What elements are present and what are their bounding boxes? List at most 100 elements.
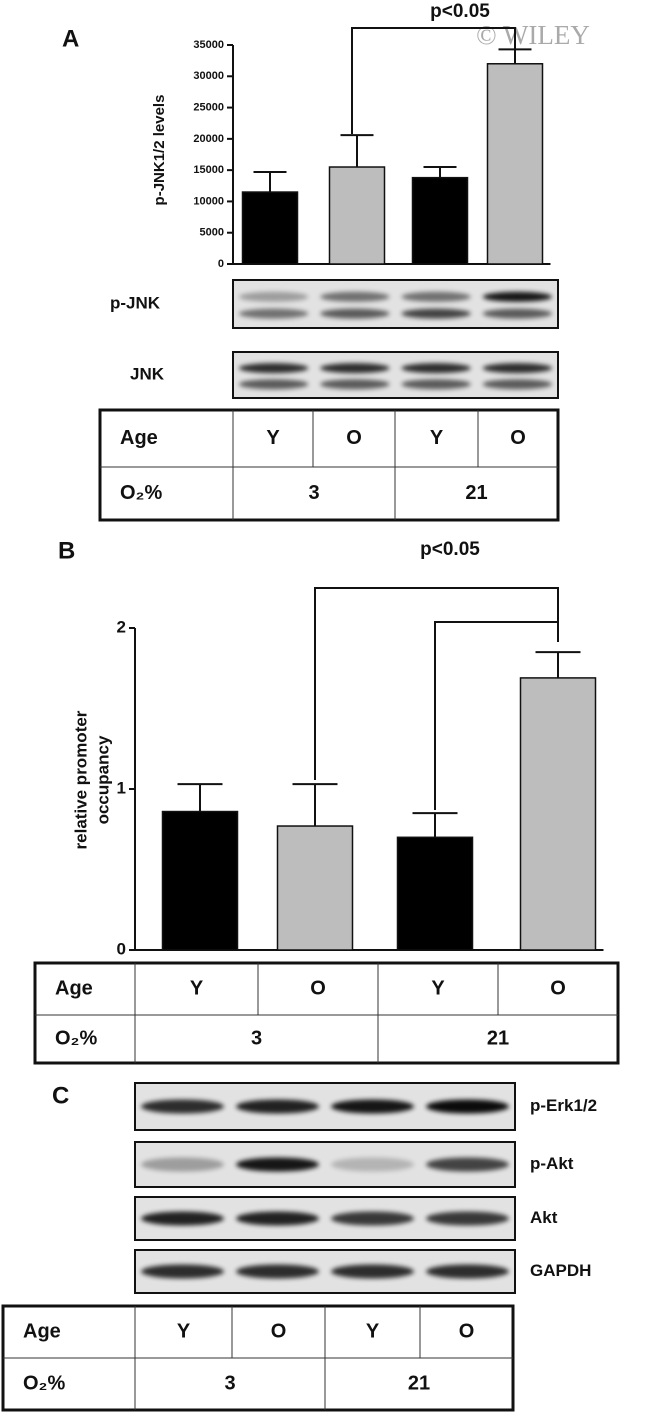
bar	[161, 810, 239, 951]
y-axis-label: occupancy	[93, 735, 112, 824]
blot-frame	[232, 279, 559, 329]
y-tick-label: 35000	[193, 39, 224, 51]
y-axis-label: relative promoter	[71, 710, 90, 849]
blot-band	[401, 308, 471, 319]
blot-band	[236, 1264, 319, 1279]
bar	[241, 191, 299, 265]
blot	[134, 1082, 516, 1131]
blot-band	[239, 291, 309, 302]
y-tick-label: 5000	[200, 227, 224, 239]
blot-band	[482, 363, 552, 374]
bar	[396, 836, 474, 951]
blot-frame	[232, 351, 559, 399]
blot-band	[236, 1157, 319, 1172]
bar	[276, 825, 354, 951]
blot-band	[236, 1211, 319, 1226]
y-axis-label: p-JNK1/2 levels	[151, 95, 168, 206]
annotation: p<0.05	[420, 539, 480, 560]
bar	[328, 166, 386, 265]
blot-band	[331, 1264, 414, 1279]
table-cell: O	[271, 1320, 287, 1342]
panel-letter: C	[52, 1082, 69, 1109]
y-tick-label: 0	[218, 258, 224, 270]
blot-band	[141, 1211, 224, 1226]
blot-band	[320, 308, 390, 319]
y-tick-label: 10000	[193, 195, 224, 207]
y-tick-label: 15000	[193, 164, 224, 176]
table-cell: O₂%	[23, 1372, 65, 1394]
table-cell: Age	[55, 977, 93, 999]
blot-band	[482, 379, 552, 390]
significance-bracket	[434, 621, 558, 810]
panel-letter: B	[58, 537, 75, 564]
blot-band	[320, 363, 390, 374]
significance-bracket	[351, 27, 516, 134]
blot	[134, 1249, 516, 1294]
blot	[134, 1196, 516, 1241]
blot-band	[401, 379, 471, 390]
table-cell: Y	[430, 427, 444, 449]
blot-label: JNK	[130, 364, 165, 383]
blot-label: GAPDH	[530, 1261, 591, 1280]
blot-band	[426, 1211, 509, 1226]
y-tick-label: 1	[117, 778, 126, 797]
table-cell: O	[550, 977, 566, 999]
blot-label: p-Akt	[530, 1154, 574, 1173]
blot-band	[401, 291, 471, 302]
table-cell: O	[310, 977, 326, 999]
table-cell: 3	[308, 482, 319, 504]
significance-bracket	[314, 587, 559, 780]
table-cell: 3	[224, 1372, 235, 1394]
annotation: p<0.05	[430, 1, 490, 22]
y-tick-label: 2	[117, 617, 126, 636]
bar	[519, 677, 597, 951]
blot-band	[320, 379, 390, 390]
blot-band	[426, 1264, 509, 1279]
blot-band	[320, 291, 390, 302]
table-cell: Y	[366, 1320, 380, 1342]
table-cell: 21	[408, 1372, 430, 1394]
blot-band	[331, 1157, 414, 1172]
bar	[411, 176, 469, 265]
panel-letter: A	[62, 25, 79, 52]
blot-band	[331, 1099, 414, 1114]
blot-band	[426, 1099, 509, 1114]
table-cell: O	[510, 427, 526, 449]
blot-band	[331, 1211, 414, 1226]
table-frame	[98, 408, 560, 522]
blot-band	[239, 379, 309, 390]
blot	[232, 351, 559, 399]
table-frame	[33, 961, 620, 1065]
blot-band	[401, 363, 471, 374]
table-cell: O	[459, 1320, 475, 1342]
blot-band	[141, 1099, 224, 1114]
blot-band	[141, 1157, 224, 1172]
watermark: © WILEY	[476, 20, 590, 50]
blot-label: Akt	[530, 1208, 558, 1227]
table-cell: 21	[465, 482, 487, 504]
bar	[486, 63, 544, 265]
table-cell: O₂%	[55, 1027, 97, 1049]
y-tick-label: 20000	[193, 133, 224, 145]
blot-label: p-JNK	[110, 293, 161, 312]
blot	[232, 279, 559, 329]
table-cell: 3	[251, 1027, 262, 1049]
blot-label: p-Erk1/2	[530, 1096, 597, 1115]
y-tick-label: 25000	[193, 101, 224, 113]
table-cell: Age	[120, 427, 158, 449]
y-tick-label: 0	[117, 939, 126, 958]
blot-band	[239, 363, 309, 374]
blot-band	[141, 1264, 224, 1279]
table-cell: 21	[487, 1027, 509, 1049]
table-cell: O₂%	[120, 482, 162, 504]
blot-band	[482, 308, 552, 319]
blot-band	[482, 291, 552, 302]
table-cell: Y	[177, 1320, 191, 1342]
table-cell: Age	[23, 1320, 61, 1342]
blot-band	[426, 1157, 509, 1172]
blot-band	[239, 308, 309, 319]
blot-band	[236, 1099, 319, 1114]
table-cell: Y	[190, 977, 204, 999]
table-cell: Y	[431, 977, 445, 999]
